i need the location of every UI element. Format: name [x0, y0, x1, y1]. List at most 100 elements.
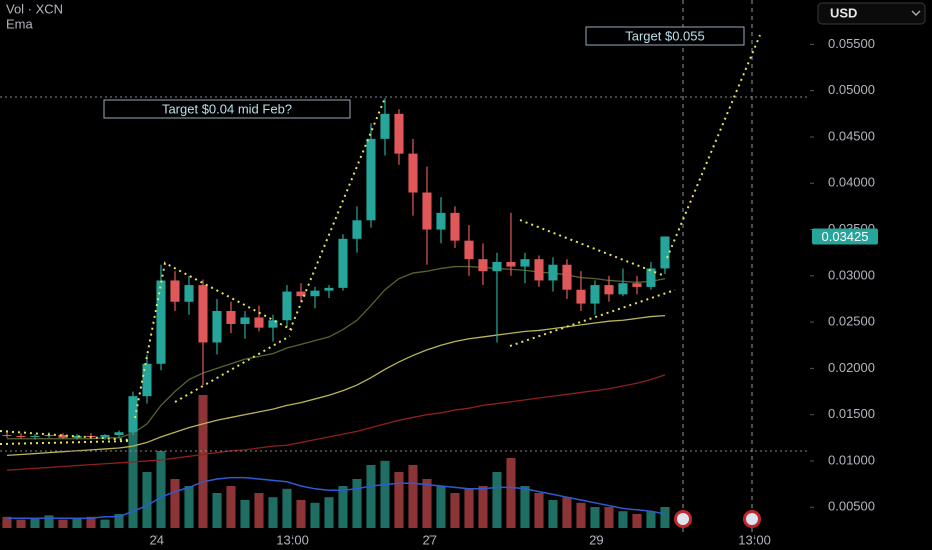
trend-line — [134, 261, 293, 419]
candle-body — [646, 268, 656, 287]
x-tick-label: 27 — [423, 532, 437, 547]
volume-bar — [184, 486, 194, 528]
annotation: Target $0.055 — [625, 28, 705, 43]
candle-body — [520, 259, 530, 267]
candle-body — [282, 291, 292, 321]
candle-body — [450, 212, 460, 241]
candle-body — [408, 153, 418, 193]
trend-line — [519, 219, 666, 277]
candle-body — [618, 283, 628, 295]
candle-body — [2, 435, 12, 437]
candle-body — [366, 138, 376, 221]
event-flag[interactable] — [674, 510, 692, 528]
candle-body — [352, 220, 362, 239]
volume-bar — [464, 488, 474, 528]
volume-bar — [58, 519, 68, 528]
volume-bar — [2, 516, 12, 528]
last-price-tag — [812, 228, 878, 245]
candle-body — [170, 280, 180, 302]
y-tick-label: 0.05000 — [828, 82, 875, 97]
candle-body — [44, 435, 54, 437]
volume-bar — [268, 497, 278, 528]
volume-bar — [534, 493, 544, 528]
candle-body — [226, 311, 236, 324]
volume-bar — [156, 451, 166, 528]
candle-body — [492, 261, 502, 272]
y-tick-label: 0.05500 — [828, 36, 875, 51]
candle-body — [506, 261, 516, 267]
volume-bar — [16, 519, 26, 528]
currency-button[interactable] — [817, 2, 926, 25]
y-tick-label: 0.03000 — [828, 267, 875, 282]
volume-bar — [478, 486, 488, 528]
candle-body — [296, 291, 306, 297]
x-tick-label: 13:00 — [738, 532, 771, 547]
volume-bar — [576, 502, 586, 528]
candle-body — [380, 113, 390, 139]
candle-body — [338, 238, 348, 288]
price-axis — [810, 0, 932, 550]
candle-body — [660, 236, 670, 269]
event-flag[interactable] — [743, 510, 761, 528]
trend-line — [0, 440, 131, 445]
candle-body — [142, 363, 152, 397]
ema-line — [6, 314, 666, 457]
candle-body — [16, 435, 26, 437]
indicator-label: Ema — [6, 16, 34, 31]
volume-bar — [338, 486, 348, 528]
candle-body — [324, 287, 334, 291]
volume-bar — [394, 472, 404, 528]
volume-bar — [380, 460, 390, 528]
candle-body — [268, 320, 278, 328]
volume-bar — [86, 516, 96, 528]
candle-body — [436, 212, 446, 230]
candle-body — [632, 283, 642, 287]
volume-bar — [590, 507, 600, 528]
candle-body — [240, 317, 250, 324]
candle-body — [128, 396, 138, 433]
y-tick-label: 0.04000 — [828, 175, 875, 190]
candle-body — [562, 264, 572, 290]
volume-bar — [44, 515, 54, 528]
volume-bar — [646, 511, 656, 528]
volume-bar — [114, 514, 124, 528]
candle-body — [198, 285, 208, 343]
x-tick-label: 13:00 — [276, 532, 309, 547]
y-tick-label: 0.01500 — [828, 406, 875, 421]
candle-body — [576, 289, 586, 304]
x-tick-label: 29 — [589, 532, 603, 547]
candle-body — [30, 435, 40, 437]
volume-bar — [352, 479, 362, 528]
y-tick-label: 0.00500 — [828, 499, 875, 514]
volume-bar — [310, 502, 320, 528]
candle-body — [114, 432, 124, 436]
volume-bar — [324, 497, 334, 528]
candle-body — [184, 285, 194, 302]
candle-body — [478, 259, 488, 272]
currency: USD — [830, 5, 857, 20]
volume-bar — [436, 486, 446, 528]
volume-bar — [422, 479, 432, 528]
trend-line — [174, 335, 291, 403]
candle-body — [72, 435, 82, 438]
candle-body — [156, 280, 166, 364]
annotation: Target $0.04 mid Feb? — [162, 101, 292, 116]
volume-bar — [226, 486, 236, 528]
volume-bar — [240, 500, 250, 528]
volume-bar — [660, 507, 670, 528]
trend-line — [509, 289, 676, 347]
candle-body — [394, 113, 404, 154]
volume-bar — [100, 519, 110, 528]
indicator-label: Vol · XCN — [6, 1, 63, 16]
trend-line — [666, 34, 761, 259]
candle-body — [534, 259, 544, 281]
candle-body — [604, 285, 614, 295]
candle-body — [100, 435, 110, 437]
volume-bar — [128, 409, 138, 528]
volume-bar — [618, 511, 628, 528]
y-tick-label: 0.01000 — [828, 452, 875, 467]
candle-body — [422, 192, 432, 230]
volume-bar — [142, 472, 152, 528]
